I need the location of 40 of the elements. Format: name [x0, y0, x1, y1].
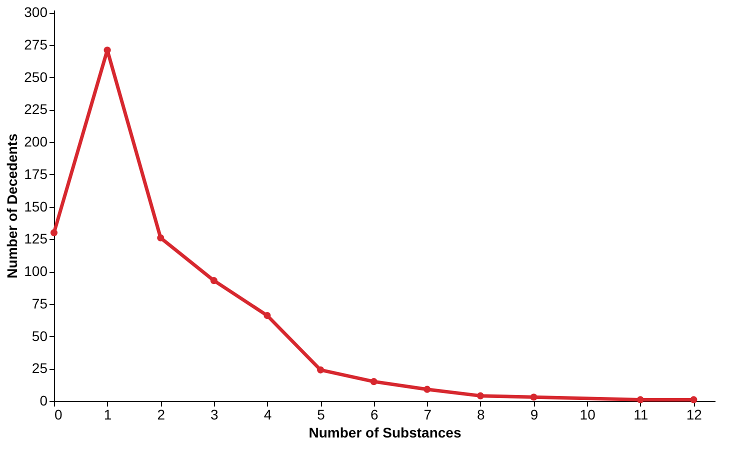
- point: [316, 366, 324, 374]
- y-tick-label: 50: [32, 328, 48, 344]
- y-tick-label: 300: [24, 4, 48, 20]
- point: [424, 386, 431, 393]
- y-tick-label: 125: [24, 230, 48, 247]
- y-tick-label: 75: [32, 295, 48, 312]
- y-tick-label: 175: [24, 166, 48, 182]
- point: [210, 277, 218, 284]
- point: [157, 234, 164, 242]
- x-tick-label: 10: [580, 406, 596, 422]
- x-tick-label: 9: [530, 406, 538, 422]
- point: [530, 394, 538, 401]
- point: [104, 46, 111, 54]
- x-tick-label: 4: [264, 406, 272, 422]
- y-tick-label: 250: [24, 68, 48, 85]
- point: [50, 229, 58, 236]
- x-tick-label: 6: [370, 406, 378, 422]
- x-tick-label: 11: [634, 406, 648, 422]
- point: [476, 392, 484, 400]
- x-tick-label: 7: [424, 406, 432, 422]
- y-tick-label: 200: [24, 134, 48, 150]
- y-tick-label: 150: [24, 198, 48, 214]
- y-axis-title: Number of Decedents: [4, 133, 20, 278]
- y-tick-label: 225: [24, 101, 48, 118]
- x-tick-label: 3: [210, 406, 219, 422]
- y-tick-label: 25: [32, 360, 48, 376]
- x-tick-label: 1: [104, 406, 112, 422]
- x-tick-label: 2: [157, 406, 166, 422]
- y-tick-label: 0: [40, 392, 48, 408]
- x-tick-label: 12: [686, 406, 702, 422]
- y-tick-label: 100: [24, 263, 48, 280]
- x-axis-title: Number of Substances: [308, 424, 462, 440]
- y-tick-label: 275: [24, 36, 48, 52]
- x-tick-label: 8: [477, 406, 486, 422]
- point: [264, 312, 271, 320]
- point: [370, 378, 378, 386]
- x-tick-label: 5: [317, 406, 326, 422]
- point: [636, 396, 644, 404]
- x-tick-label: 0: [54, 406, 62, 422]
- point: [690, 396, 698, 404]
